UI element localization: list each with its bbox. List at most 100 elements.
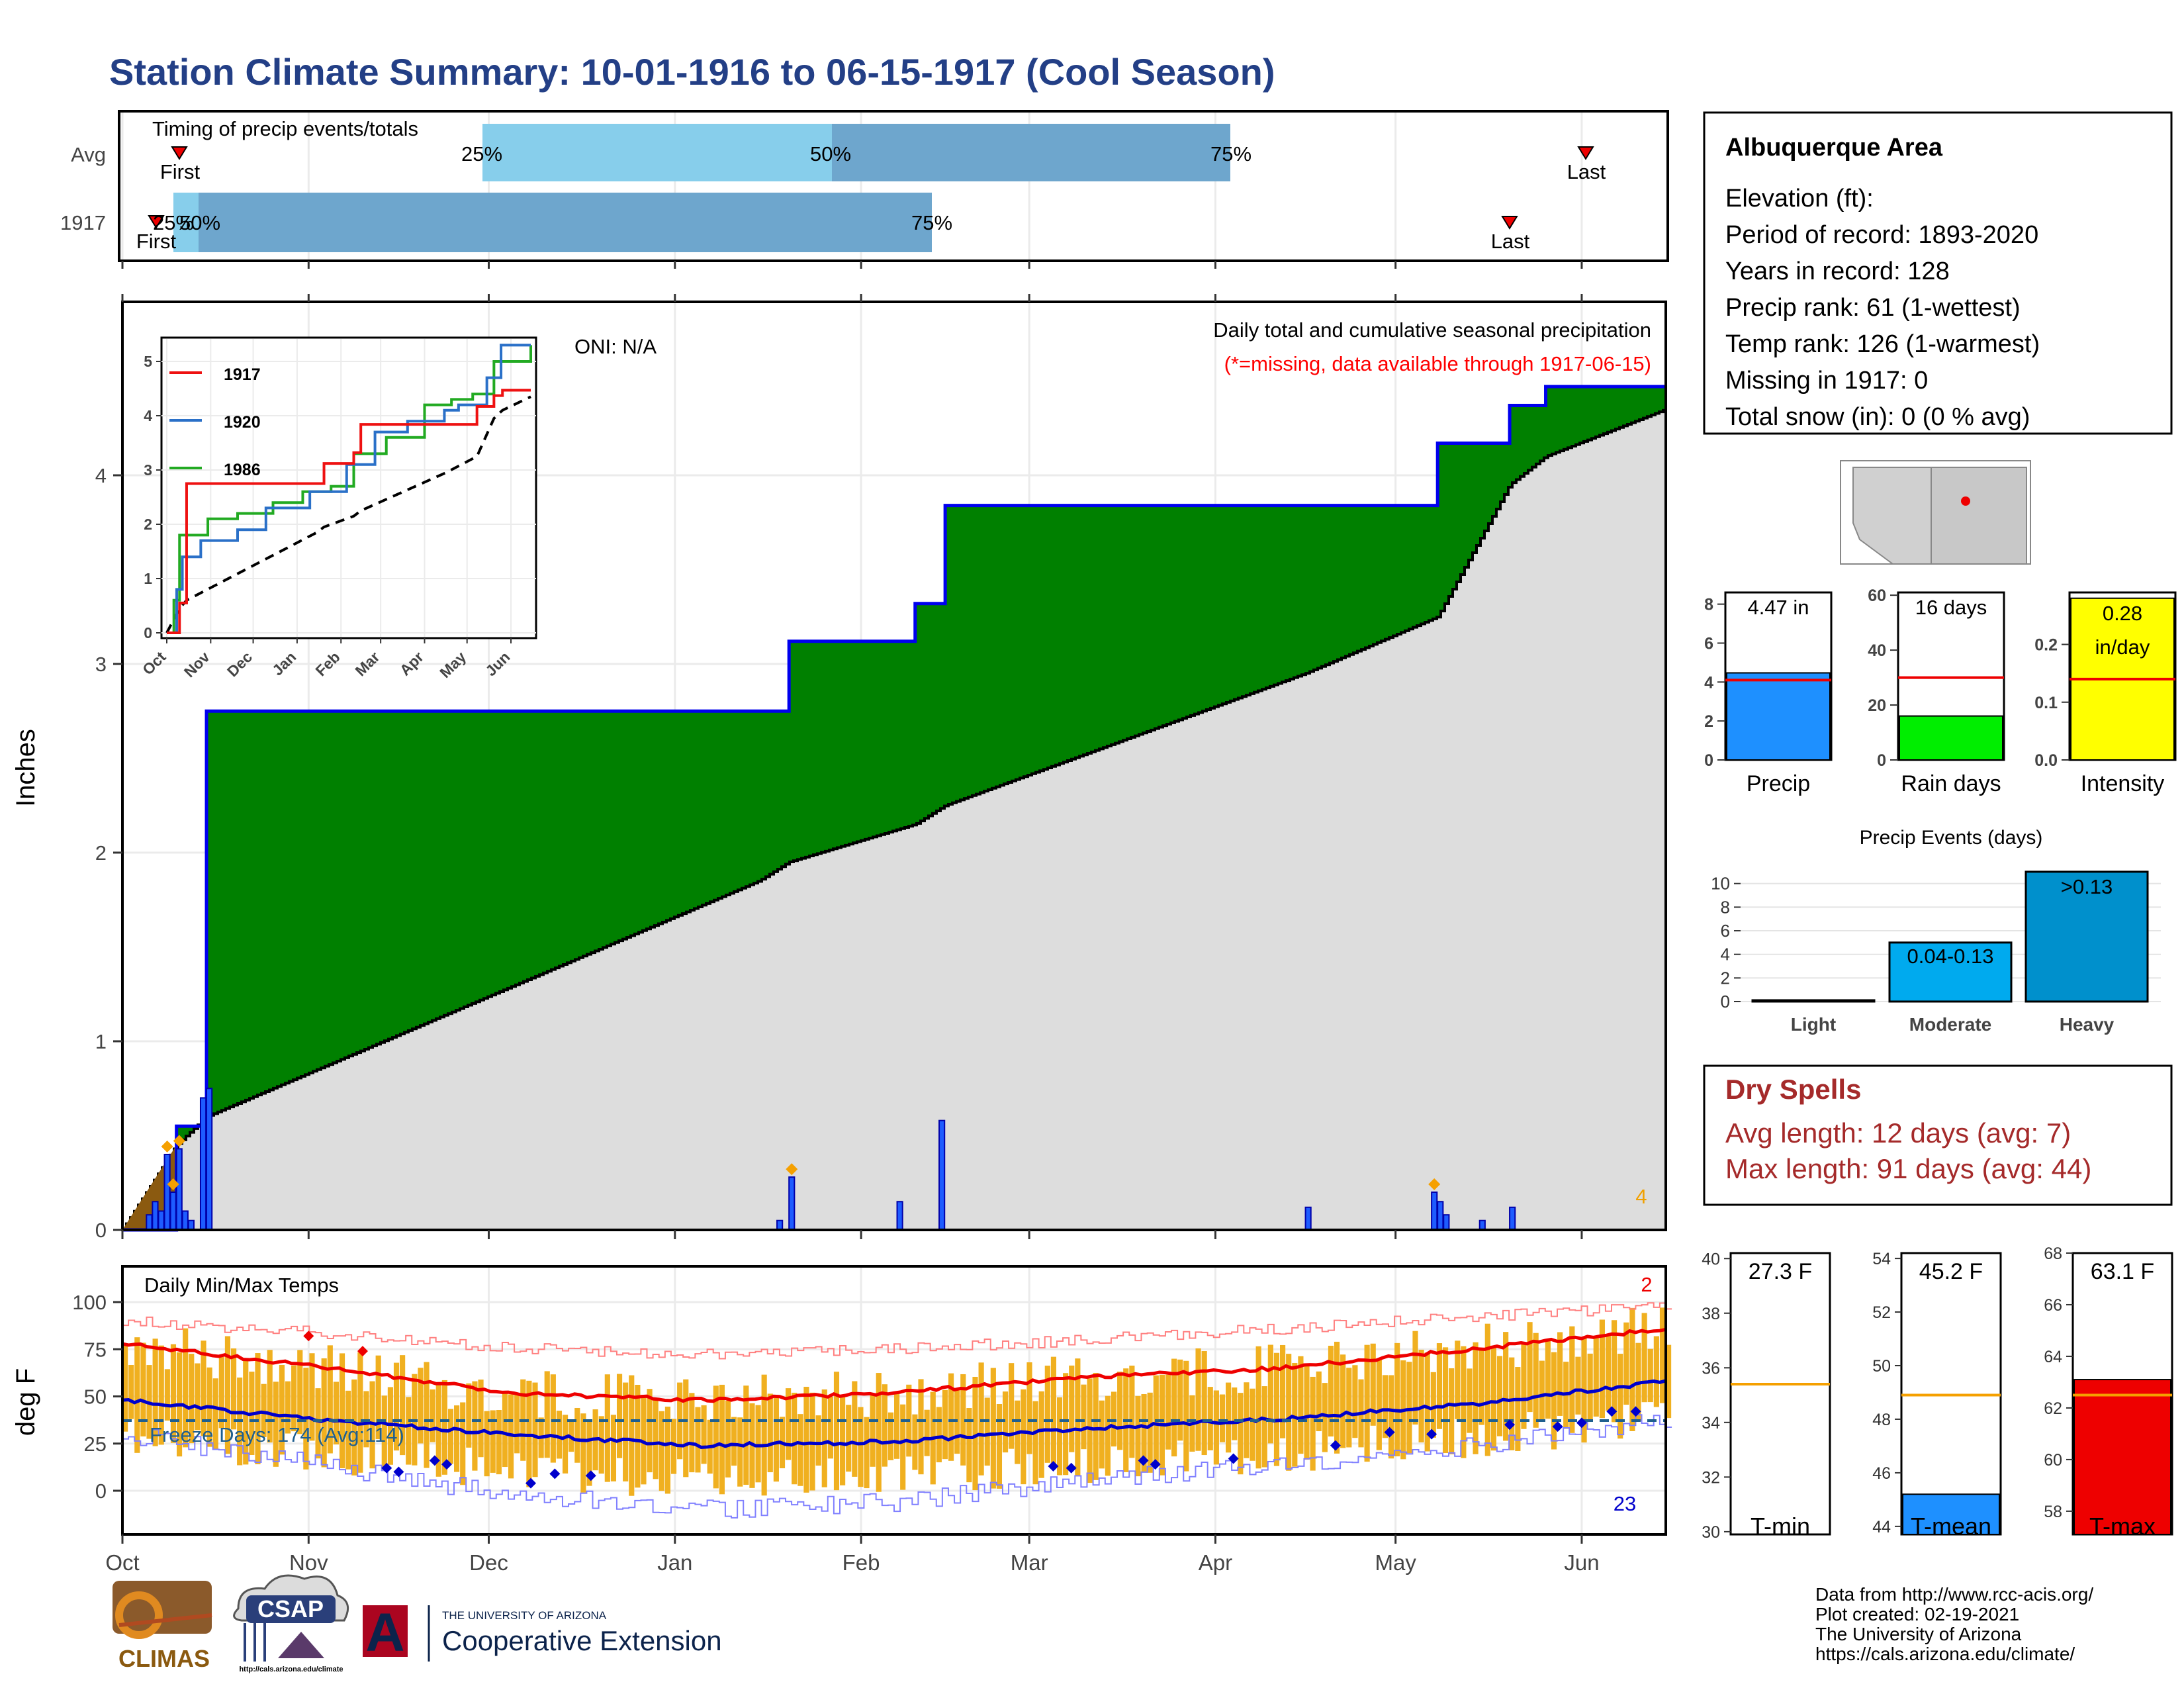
- temp-bar: [1617, 1354, 1623, 1439]
- temp-bar: [321, 1358, 327, 1468]
- events-title: Precip Events (days): [1860, 827, 2043, 849]
- temp-bar: [653, 1399, 659, 1479]
- temp-bar: [731, 1417, 737, 1466]
- temp-bar: [1298, 1356, 1304, 1454]
- temp-bar: [719, 1384, 725, 1495]
- temp-bar: [1569, 1326, 1575, 1433]
- month-tick-label: Feb: [842, 1550, 880, 1575]
- temp-bar: [1623, 1322, 1629, 1405]
- events-y-tick-label: 0: [1721, 992, 1730, 1011]
- month-tick-label: Jan: [657, 1550, 692, 1575]
- obs-first-marker: [148, 215, 165, 229]
- temp-bar: [1183, 1360, 1189, 1472]
- inset-series-1986: [167, 345, 532, 634]
- mini-y-tick-label: 0.2: [2034, 636, 2058, 655]
- temp-bar: [1479, 1349, 1484, 1425]
- oni-label: ONI: N/A: [574, 335, 657, 358]
- inset-y-tick-label: 3: [144, 461, 152, 479]
- temp-record-diamond: [1504, 1419, 1516, 1430]
- temp-bar: [858, 1407, 864, 1487]
- temp-bar: [664, 1406, 671, 1494]
- temp-bar: [1111, 1391, 1117, 1447]
- early-season-area: [122, 1145, 177, 1230]
- footer-line-2: Plot created: 02-19-2021: [1815, 1604, 2019, 1624]
- precip-bar: [1509, 1206, 1516, 1231]
- temp-bar: [201, 1340, 206, 1436]
- temp-bar: [1382, 1375, 1388, 1438]
- precip-bar: [206, 1088, 213, 1231]
- temp-bar: [128, 1364, 134, 1419]
- temp-bar: [333, 1382, 339, 1445]
- temp-bar: [1141, 1393, 1147, 1472]
- temp-bar: [279, 1364, 285, 1455]
- temp-bar: [1050, 1356, 1057, 1467]
- avg-first-label: First: [160, 160, 201, 183]
- inset-legend-1917: 1917: [224, 365, 261, 384]
- precip-y-axis: 0 1 2 3 4: [95, 464, 122, 1242]
- temp-bar: [1207, 1387, 1213, 1451]
- temp-record-diamond: [1606, 1406, 1617, 1417]
- temp-bar: [1219, 1394, 1226, 1442]
- footer-line-3: The University of Arizona: [1815, 1624, 2022, 1644]
- precip-bar: [1437, 1201, 1444, 1231]
- temp-bar: [887, 1412, 894, 1460]
- obs-p50-label: 50%: [179, 211, 220, 234]
- temp-bar: [170, 1344, 177, 1443]
- temp-bar: [1286, 1354, 1292, 1471]
- cumulative-precip-line: [122, 385, 1666, 1232]
- temp-bar: [803, 1386, 809, 1493]
- temp-bar: [1316, 1371, 1322, 1432]
- precip-bar: [152, 1201, 159, 1231]
- precip-bar: [1304, 1206, 1312, 1231]
- events-cat-light: Light: [1791, 1014, 1836, 1035]
- temp-bar: [1509, 1357, 1515, 1450]
- temp-bar: [1364, 1344, 1370, 1462]
- temp-bar: [1653, 1336, 1659, 1407]
- footer-line-1: Data from http://www.rcc-acis.org/: [1815, 1584, 2093, 1605]
- temp-bar: [1135, 1395, 1141, 1477]
- temp-summary-fill: [2073, 1379, 2171, 1535]
- mini-intensity-unit: in/day: [2095, 635, 2150, 659]
- precip-bar: [938, 1119, 946, 1231]
- temp-record-diamond: [1552, 1421, 1563, 1432]
- temp-bar: [1304, 1366, 1310, 1460]
- temp-bar: [1551, 1352, 1557, 1450]
- temp-bar: [1666, 1344, 1672, 1419]
- temp-bar: [1075, 1358, 1081, 1476]
- avg-row-label: Avg: [71, 143, 106, 166]
- temp-bar: [224, 1336, 231, 1454]
- average-min-line: [122, 1379, 1666, 1449]
- temp-bar: [400, 1355, 406, 1456]
- temp-bar: [755, 1405, 761, 1483]
- mini-y-tick-label: 6: [1704, 634, 1713, 653]
- temp-bar: [1250, 1388, 1255, 1461]
- temp-bar: [1599, 1319, 1605, 1419]
- temp-bar: [1105, 1395, 1111, 1476]
- temp-bar: [725, 1400, 731, 1477]
- temp-bar: [466, 1383, 472, 1448]
- temp-bar: [683, 1379, 689, 1477]
- temp-record-diamond: [585, 1470, 596, 1481]
- temp-bar: [1069, 1365, 1075, 1452]
- temp-bar: [767, 1393, 773, 1473]
- dry-spells-box: Dry Spells Avg length: 12 days (avg: 7) …: [1703, 1064, 2173, 1206]
- temp-bar: [496, 1410, 502, 1475]
- climas-logo[interactable]: CLIMAS: [113, 1581, 212, 1672]
- temp-bar: [1009, 1363, 1015, 1449]
- ua-cooperative-extension-logo[interactable]: A THE UNIVERSITY OF ARIZONA Cooperative …: [363, 1603, 722, 1663]
- avg-first-marker: [171, 146, 188, 160]
- csap-logo[interactable]: CSAP http://cals.arizona.edu/climate: [233, 1574, 349, 1673]
- temp-record-diamond: [1048, 1460, 1059, 1472]
- temp-summary-frame: [1900, 1252, 2002, 1536]
- temp-bar: [840, 1396, 846, 1485]
- precip-bar: [896, 1201, 903, 1231]
- temp-bar: [743, 1385, 749, 1485]
- temp-record-diamond: [549, 1468, 561, 1479]
- temp-y-tick-label: 50: [84, 1385, 107, 1409]
- temp-bar: [1129, 1365, 1135, 1458]
- temp-bar: [544, 1371, 550, 1458]
- climas-logo-text: CLIMAS: [118, 1645, 210, 1672]
- temp-bar: [381, 1395, 387, 1470]
- temp-bar: [635, 1384, 641, 1488]
- temp-bar: [327, 1345, 333, 1454]
